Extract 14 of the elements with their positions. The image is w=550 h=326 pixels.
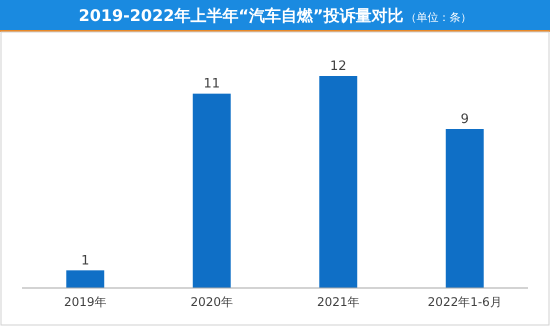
data-label: 9: [460, 112, 469, 127]
x-tick-label: 2022年1-6月: [428, 295, 502, 309]
data-label: 11: [203, 76, 220, 92]
bar: [66, 270, 104, 288]
x-tick-label: 2019年: [64, 295, 107, 309]
bar: [446, 129, 484, 288]
x-tick-label: 2020年: [190, 295, 234, 309]
bar: [319, 76, 358, 288]
bar: [192, 94, 231, 288]
x-tick-label: 2021年: [316, 295, 360, 309]
data-label: 1: [81, 253, 90, 268]
data-label: 12: [330, 59, 347, 74]
chart-title: 2019-2022年上半年“汽车自燃”投诉量对比: [78, 6, 404, 25]
chart-subtitle: （单位：条）: [405, 11, 472, 24]
